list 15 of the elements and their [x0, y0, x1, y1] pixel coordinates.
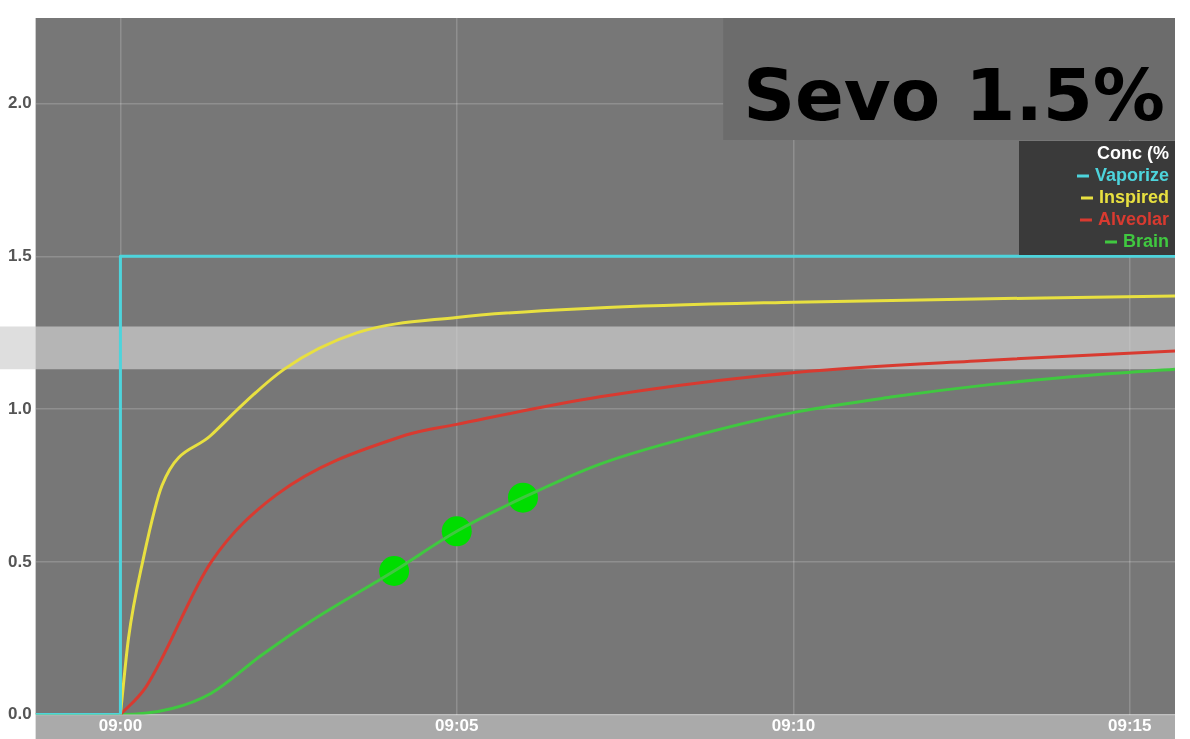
y-tick-label: 2.0	[7, 93, 32, 113]
x-tick-label: 09:10	[771, 716, 816, 736]
x-tick-label: 09:05	[435, 716, 479, 736]
y-tick-label: 0.5	[7, 551, 32, 571]
y-tick-label: 1.5	[7, 246, 32, 265]
y-tick-label: 1.0	[7, 398, 32, 418]
y-tick-label: 0.0	[7, 704, 32, 724]
legend-label: Alveolar	[1097, 208, 1169, 229]
x-tick-label: 09:15	[1108, 716, 1152, 736]
text: Sevo 1.5%	[743, 53, 1165, 137]
x-tick-label: 09:00	[98, 716, 143, 736]
legend-title: Conc (%	[1097, 142, 1169, 163]
legend-label: Inspired	[1098, 186, 1169, 207]
legend-label: Vaporize	[1094, 164, 1169, 185]
legend-label: Brain	[1122, 230, 1169, 251]
